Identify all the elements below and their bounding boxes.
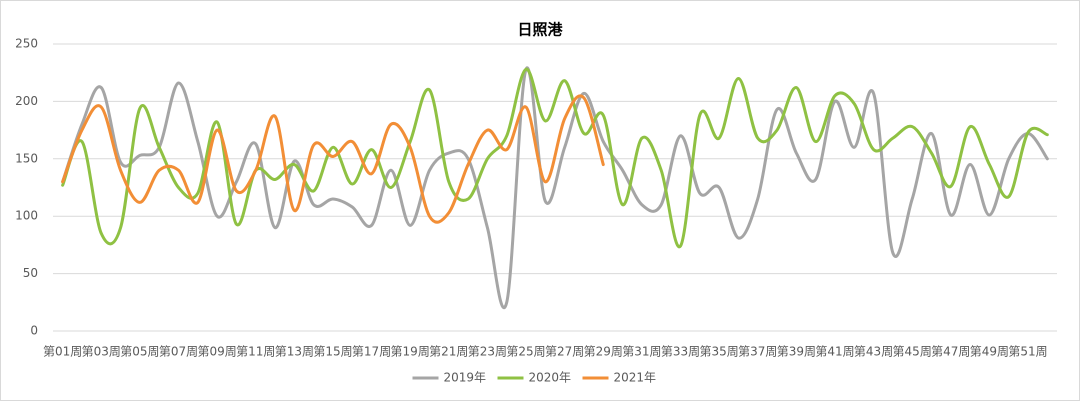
legend-label: 2019年 [444,371,487,385]
x-tick-label: 第09周 [197,345,236,359]
y-tick-label: 200 [15,94,38,108]
x-tick-label: 第43周 [854,345,893,359]
x-tick-label: 第21周 [429,345,468,359]
x-tick-label: 第07周 [159,345,198,359]
x-tick-label: 第11周 [236,345,275,359]
y-tick-label: 150 [15,151,38,165]
x-tick-label: 第37周 [738,345,777,359]
y-tick-label: 250 [15,37,38,51]
x-tick-label: 第35周 [699,345,738,359]
x-tick-label: 第23周 [468,345,507,359]
x-tick-label: 第13周 [275,345,314,359]
y-tick-label: 100 [15,209,38,223]
x-tick-label: 第05周 [120,345,159,359]
x-tick-label: 第31周 [622,345,661,359]
x-tick-label: 第15周 [313,345,352,359]
chart-title: 日照港 [517,21,563,39]
y-tick-label: 50 [23,266,38,280]
legend-label: 2020年 [529,371,572,385]
x-tick-label: 第19周 [391,345,430,359]
x-tick-label: 第25周 [506,345,545,359]
series-line [61,66,1049,310]
x-tick-label: 第45周 [893,345,932,359]
series-line [61,67,1049,249]
x-tick-label: 第29周 [584,345,623,359]
x-tick-label: 第49周 [970,345,1009,359]
series-line [61,94,605,224]
x-tick-label: 第01周 [43,345,82,359]
x-tick-label: 第47周 [931,345,970,359]
x-tick-label: 第17周 [352,345,391,359]
x-tick-label: 第33周 [661,345,700,359]
x-tick-label: 第27周 [545,345,584,359]
legend-label: 2021年 [614,371,657,385]
x-tick-label: 第51周 [1008,345,1047,359]
x-tick-label: 第41周 [815,345,854,359]
x-tick-label: 第03周 [82,345,121,359]
x-tick-label: 第39周 [777,345,816,359]
y-tick-label: 0 [30,324,38,338]
